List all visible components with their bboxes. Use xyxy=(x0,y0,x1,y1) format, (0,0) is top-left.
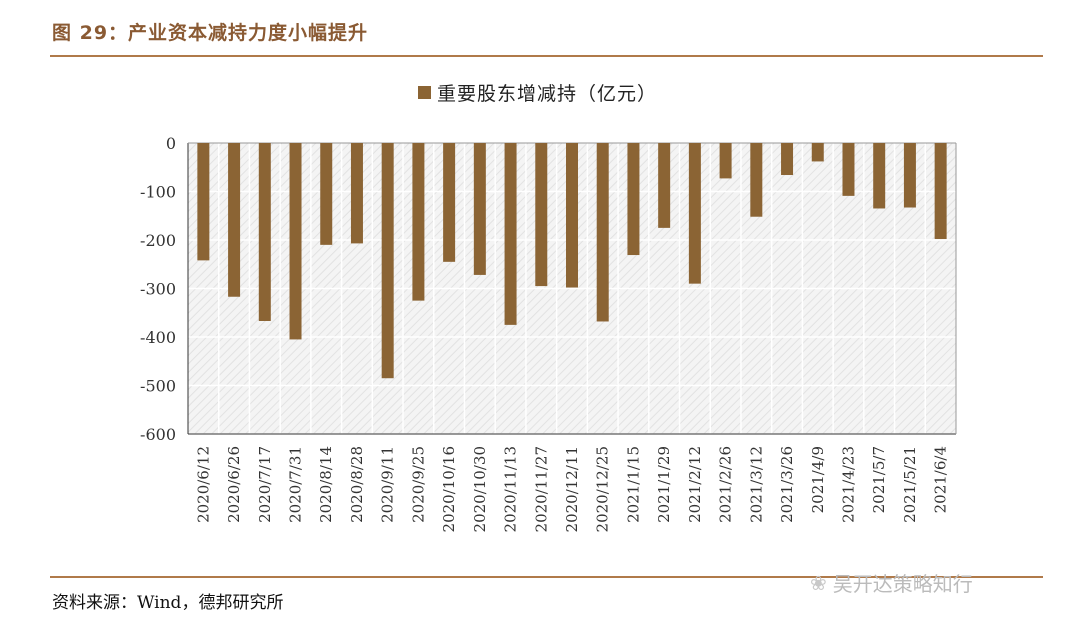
figure-title: 图 29：产业资本减持力度小幅提升 xyxy=(52,22,369,44)
legend-label: 重要股东增减持（亿元） xyxy=(437,83,657,105)
x-tick-label: 2020/7/17 xyxy=(256,446,274,523)
bar xyxy=(627,143,640,256)
x-tick-label: 2021/1/15 xyxy=(624,446,642,523)
y-tick-label: -100 xyxy=(140,183,176,202)
bar xyxy=(197,143,210,261)
y-tick-label: 0 xyxy=(166,134,176,153)
x-tick-label: 2020/10/16 xyxy=(440,446,458,532)
x-tick-label: 2021/5/21 xyxy=(901,446,919,523)
bar xyxy=(596,143,609,322)
x-tick-label: 2021/2/12 xyxy=(686,446,704,523)
x-tick-label: 2021/4/9 xyxy=(809,446,827,513)
x-tick-label: 2020/11/27 xyxy=(532,446,550,532)
bar xyxy=(535,143,548,287)
watermark: ❀ 吴开达策略知行 xyxy=(810,568,973,597)
bar xyxy=(934,143,947,240)
x-tick-label: 2020/10/30 xyxy=(471,446,489,532)
x-tick-label: 2020/8/14 xyxy=(317,446,335,523)
y-tick-label: -500 xyxy=(140,377,176,396)
bar xyxy=(842,143,855,196)
x-tick-label: 2021/2/26 xyxy=(717,446,735,523)
bar xyxy=(504,143,517,325)
x-tick-label: 2020/7/31 xyxy=(287,446,305,523)
x-tick-label: 2021/6/4 xyxy=(932,446,950,513)
bar xyxy=(688,143,701,284)
watermark-text: 吴开达策略知行 xyxy=(832,572,973,596)
y-tick-label: -600 xyxy=(140,425,176,444)
y-tick-label: -200 xyxy=(140,231,176,250)
x-tick-label: 2020/8/28 xyxy=(348,446,366,523)
x-tick-label: 2021/3/12 xyxy=(747,446,765,523)
bar xyxy=(350,143,363,244)
bar xyxy=(811,143,824,162)
bar xyxy=(258,143,271,321)
bar xyxy=(750,143,763,217)
bar xyxy=(903,143,916,208)
x-tick-label: 2020/6/26 xyxy=(225,446,243,523)
bar xyxy=(566,143,578,288)
y-tick-label: -300 xyxy=(140,280,176,299)
bottom-divider xyxy=(50,576,1043,578)
wechat-icon: ❀ xyxy=(810,570,827,595)
y-tick-label: -400 xyxy=(140,328,176,347)
bar xyxy=(381,143,394,379)
legend-swatch xyxy=(418,86,431,99)
bar xyxy=(473,143,486,275)
bar xyxy=(719,143,732,179)
bar xyxy=(873,143,886,209)
bar xyxy=(658,143,671,228)
x-tick-label: 2021/4/23 xyxy=(839,446,857,523)
bar xyxy=(228,143,241,297)
x-tick-label: 2020/12/25 xyxy=(594,446,612,532)
bar xyxy=(443,143,456,262)
top-divider xyxy=(50,55,1043,57)
bar xyxy=(412,143,425,301)
x-tick-label: 2021/5/7 xyxy=(870,446,888,513)
x-tick-label: 2020/6/12 xyxy=(194,446,212,523)
x-tick-label: 2020/9/25 xyxy=(409,446,427,523)
x-tick-label: 2020/9/11 xyxy=(379,446,397,523)
bar xyxy=(289,143,302,340)
x-tick-label: 2021/3/26 xyxy=(778,446,796,523)
source-note: 资料来源：Wind，德邦研究所 xyxy=(52,593,284,613)
x-tick-label: 2021/1/29 xyxy=(655,446,673,523)
x-tick-label: 2020/11/13 xyxy=(502,446,520,532)
bar xyxy=(781,143,794,176)
bar xyxy=(320,143,333,245)
x-tick-label: 2020/12/11 xyxy=(563,446,581,532)
